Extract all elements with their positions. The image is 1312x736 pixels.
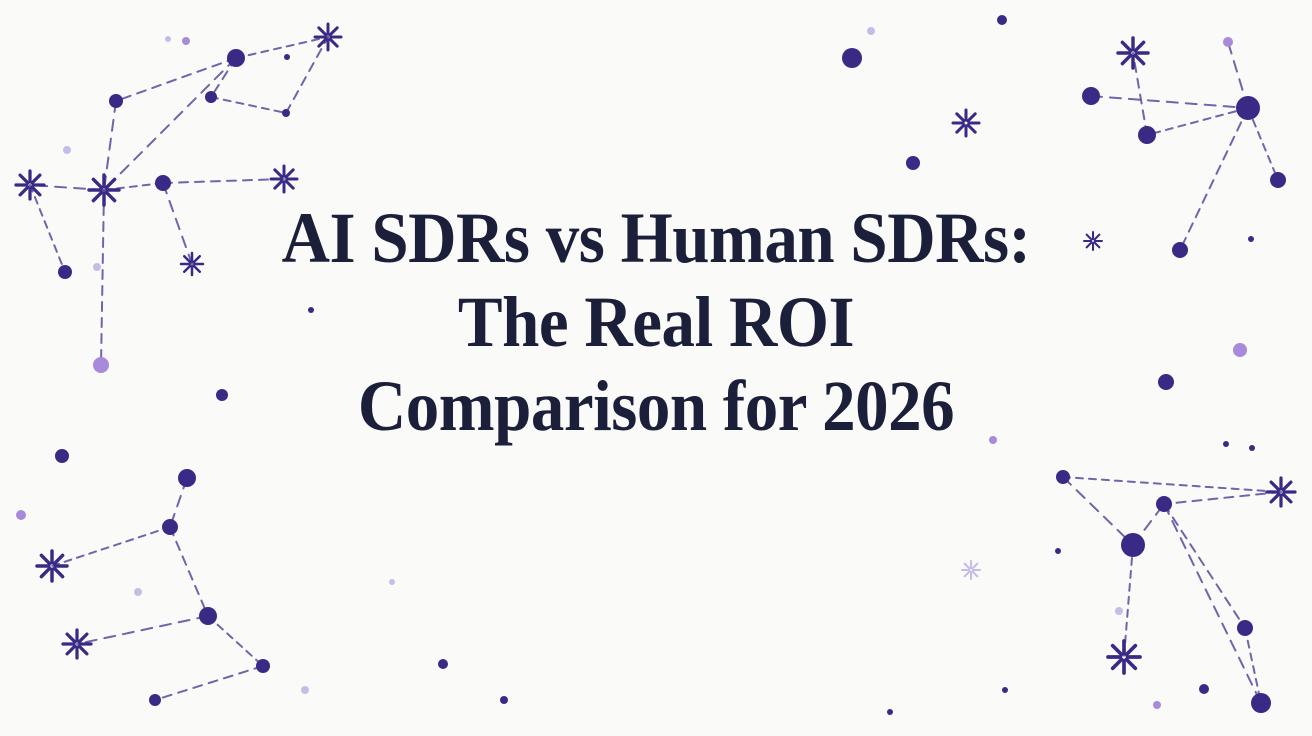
star-dot bbox=[1138, 126, 1156, 144]
constellation-line bbox=[1247, 107, 1279, 181]
star-dot bbox=[1270, 172, 1286, 188]
star-dot bbox=[1236, 96, 1260, 120]
constellation-line bbox=[103, 182, 164, 191]
star-dot bbox=[1002, 687, 1008, 693]
star-dot bbox=[109, 94, 123, 108]
constellation-line bbox=[51, 526, 171, 567]
constellation-line bbox=[1062, 476, 1282, 493]
constellation-line bbox=[1132, 503, 1165, 546]
star-dot bbox=[149, 694, 161, 706]
constellation-line bbox=[1062, 476, 1134, 546]
constellation-line bbox=[1227, 41, 1249, 109]
constellation-line bbox=[210, 57, 237, 98]
constellation-line bbox=[1163, 491, 1282, 505]
star-dot bbox=[134, 588, 142, 596]
star-dot bbox=[1223, 37, 1233, 47]
sparkle-icon bbox=[960, 559, 982, 581]
constellation-line bbox=[235, 36, 329, 59]
constellation-line bbox=[76, 615, 209, 645]
star-dot bbox=[301, 686, 309, 694]
star-dot bbox=[867, 27, 875, 35]
star-dot bbox=[155, 175, 171, 191]
star-dot bbox=[63, 146, 71, 154]
constellation-line bbox=[1163, 503, 1262, 704]
sparkle-icon bbox=[313, 22, 343, 52]
star-dot bbox=[887, 709, 893, 715]
star-dot bbox=[205, 91, 217, 103]
star-dot bbox=[182, 37, 190, 45]
star-dot bbox=[282, 109, 290, 117]
constellation-line bbox=[29, 184, 105, 191]
star-dot bbox=[178, 469, 196, 487]
constellation-line bbox=[169, 526, 209, 617]
constellation-line bbox=[285, 36, 329, 114]
constellation-line bbox=[210, 96, 287, 114]
star-dot bbox=[227, 49, 245, 67]
star-dot bbox=[500, 696, 508, 704]
star-dot bbox=[1237, 620, 1253, 636]
constellation-line bbox=[103, 57, 237, 191]
constellation-line bbox=[1244, 627, 1262, 704]
constellation-line bbox=[1132, 52, 1148, 136]
sparkle-icon bbox=[269, 164, 299, 194]
star-dot bbox=[55, 449, 69, 463]
star-dot bbox=[438, 659, 448, 669]
star-dot bbox=[997, 15, 1007, 25]
sparkle-icon bbox=[1106, 639, 1142, 675]
constellation-line bbox=[1163, 503, 1246, 629]
constellation-line bbox=[1123, 544, 1134, 658]
star-dot bbox=[1251, 693, 1271, 713]
star-dot bbox=[842, 48, 862, 68]
star-dot bbox=[1121, 533, 1145, 557]
title-line-2: The Real ROI bbox=[457, 282, 855, 362]
constellation-line bbox=[162, 178, 285, 184]
sparkle-icon bbox=[14, 169, 46, 201]
star-dot bbox=[1055, 548, 1061, 554]
sparkle-icon bbox=[951, 108, 981, 138]
sparkle-icon bbox=[61, 628, 93, 660]
page-title: AI SDRs vs Human SDRs: The Real ROI Comp… bbox=[0, 196, 1312, 448]
star-dot bbox=[1056, 470, 1070, 484]
star-dot bbox=[165, 36, 171, 42]
title-line-1: AI SDRs vs Human SDRs: bbox=[281, 198, 1031, 278]
star-dot bbox=[1156, 496, 1172, 512]
star-dot bbox=[1115, 607, 1123, 615]
constellation-line bbox=[103, 100, 117, 191]
star-dot bbox=[1199, 684, 1209, 694]
constellation-line bbox=[169, 477, 188, 528]
constellation-line bbox=[115, 57, 237, 102]
sparkle-icon bbox=[1265, 476, 1297, 508]
star-dot bbox=[256, 659, 270, 673]
star-dot bbox=[162, 519, 178, 535]
sparkle-icon bbox=[35, 549, 69, 583]
star-dot bbox=[16, 510, 26, 520]
constellation-line bbox=[1090, 95, 1249, 109]
star-dot bbox=[284, 54, 290, 60]
sparkle-icon bbox=[1116, 36, 1150, 70]
title-line-3: Comparison for 2026 bbox=[357, 366, 955, 446]
star-dot bbox=[1082, 87, 1100, 105]
star-dot bbox=[389, 579, 395, 585]
constellation-line bbox=[1146, 107, 1249, 136]
constellation-line bbox=[154, 665, 264, 701]
star-dot bbox=[906, 156, 920, 170]
constellation-line bbox=[207, 615, 264, 667]
star-dot bbox=[1153, 701, 1161, 709]
star-dot bbox=[199, 607, 217, 625]
